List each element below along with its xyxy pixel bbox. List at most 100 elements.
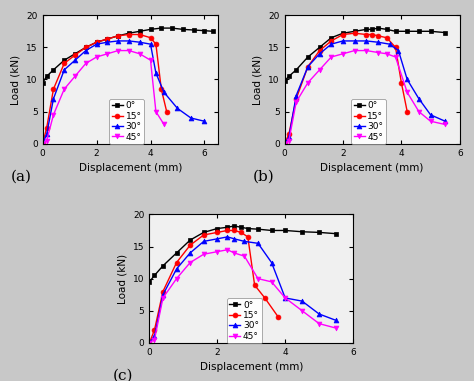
0° [40, 80, 46, 85]
0° [238, 225, 244, 229]
45° [225, 247, 230, 252]
30° [255, 241, 261, 246]
Line: 30°: 30° [282, 38, 447, 146]
30° [72, 58, 78, 62]
15° [83, 45, 89, 50]
Line: 0°: 0° [40, 26, 215, 85]
0° [126, 31, 132, 35]
Text: (b): (b) [253, 170, 275, 183]
15° [340, 32, 346, 37]
30° [396, 48, 401, 53]
30° [283, 296, 288, 300]
15° [214, 230, 220, 235]
45° [94, 55, 100, 59]
15° [160, 289, 166, 294]
0° [375, 26, 381, 30]
30° [299, 299, 305, 303]
0° [180, 27, 186, 32]
45° [242, 254, 247, 258]
15° [201, 233, 207, 237]
15° [152, 328, 157, 332]
30° [115, 38, 121, 43]
Text: (a): (a) [11, 170, 32, 183]
0° [293, 67, 299, 72]
0° [62, 58, 67, 62]
X-axis label: Displacement (mm): Displacement (mm) [320, 163, 424, 173]
45° [105, 51, 110, 56]
0° [225, 225, 230, 229]
15° [225, 228, 230, 233]
45° [299, 309, 305, 313]
Legend: 0°, 15°, 30°, 45°: 0°, 15°, 30°, 45° [227, 298, 262, 343]
30° [146, 341, 152, 345]
45° [317, 67, 322, 72]
15° [328, 38, 334, 43]
30° [214, 237, 220, 241]
0° [44, 74, 50, 78]
Line: 0°: 0° [282, 26, 447, 83]
15° [262, 296, 268, 300]
30° [40, 141, 46, 146]
15° [317, 48, 322, 53]
0° [115, 34, 121, 38]
0° [416, 29, 422, 34]
15° [252, 283, 257, 287]
30° [231, 237, 237, 241]
15° [153, 42, 159, 46]
30° [286, 135, 292, 139]
0° [442, 30, 448, 35]
15° [173, 260, 179, 265]
0° [105, 37, 110, 41]
45° [126, 48, 132, 53]
0° [384, 27, 390, 32]
Line: 0°: 0° [147, 224, 338, 284]
45° [316, 321, 322, 326]
30° [428, 112, 433, 117]
0° [364, 27, 369, 32]
45° [146, 341, 152, 345]
45° [255, 276, 261, 281]
0° [305, 55, 311, 59]
0° [404, 29, 410, 34]
15° [51, 87, 56, 91]
30° [416, 96, 422, 101]
0° [169, 26, 175, 30]
15° [62, 61, 67, 66]
0° [160, 264, 166, 268]
0° [392, 29, 398, 34]
30° [51, 96, 56, 101]
45° [201, 252, 207, 256]
0° [340, 31, 346, 35]
0° [158, 26, 164, 30]
30° [375, 40, 381, 45]
0° [210, 29, 215, 34]
0° [201, 230, 207, 235]
X-axis label: Displacement (mm): Displacement (mm) [200, 362, 303, 372]
15° [72, 53, 78, 58]
45° [173, 276, 179, 281]
30° [293, 93, 299, 98]
0° [328, 35, 334, 40]
0° [317, 45, 322, 50]
Line: 45°: 45° [147, 247, 338, 345]
30° [333, 318, 339, 323]
15° [245, 235, 251, 239]
Legend: 0°, 15°, 30°, 45°: 0°, 15°, 30°, 45° [109, 99, 144, 144]
0° [173, 251, 179, 255]
0° [255, 227, 261, 232]
30° [242, 239, 247, 244]
X-axis label: Displacement (mm): Displacement (mm) [79, 163, 182, 173]
Legend: 0°, 15°, 30°, 45°: 0°, 15°, 30°, 45° [351, 99, 386, 144]
15° [187, 243, 193, 248]
0° [245, 226, 251, 231]
30° [187, 251, 193, 255]
15° [148, 35, 154, 40]
0° [72, 51, 78, 56]
45° [152, 338, 157, 342]
30° [153, 71, 159, 75]
15° [158, 87, 164, 91]
15° [164, 109, 170, 114]
30° [305, 64, 311, 69]
Line: 15°: 15° [40, 32, 169, 146]
30° [152, 334, 157, 339]
